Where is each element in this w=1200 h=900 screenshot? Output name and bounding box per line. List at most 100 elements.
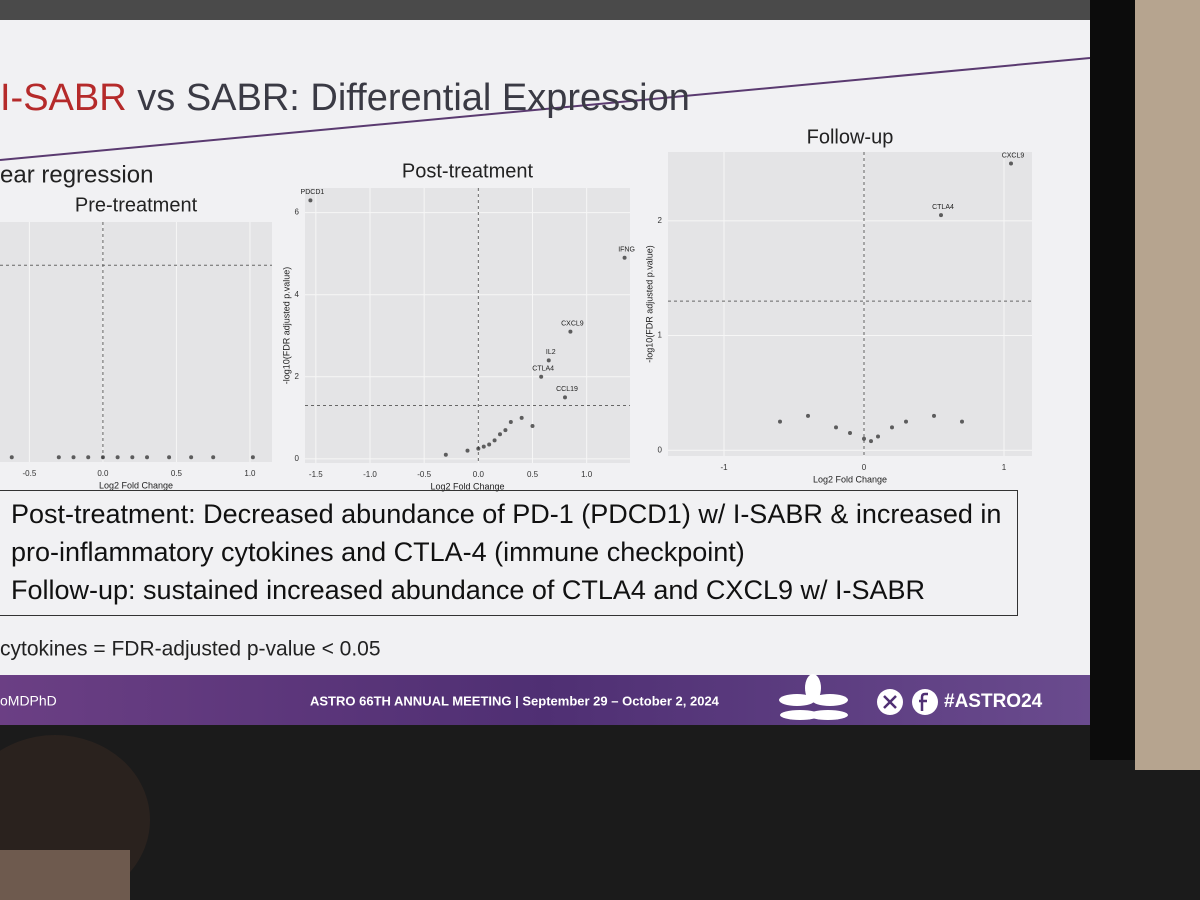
point-label: CCL19 <box>556 386 578 393</box>
slide-title: I-SABR vs SABR: Differential Expression <box>0 77 690 119</box>
y-axis-label: -log10(FDR adjusted p.value) <box>644 245 654 363</box>
footer-hashtag: #ASTRO24 <box>944 691 1043 712</box>
x-tick-label: 0.0 <box>97 469 109 478</box>
point-label: IFNG <box>618 247 635 254</box>
x-tick-label: -1.5 <box>309 470 323 479</box>
plot-area <box>668 152 1032 456</box>
ceiling <box>0 0 1135 20</box>
title-rule <box>0 57 1091 161</box>
y-tick-label: 0 <box>658 445 663 454</box>
point <box>862 436 866 441</box>
point <box>498 432 502 437</box>
bullet-box: Post-treatment: Decreased abundance of P… <box>0 490 1018 616</box>
x-tick-label: 1.0 <box>581 470 593 479</box>
plot-area <box>0 222 272 462</box>
point <box>622 255 627 260</box>
y-axis-label: -log10(FDR adjusted p.value) <box>281 267 291 385</box>
point <box>834 425 838 430</box>
point <box>167 455 172 460</box>
point-label: CXCL9 <box>1002 152 1025 159</box>
bullet: Follow-up: sustained increased abundance… <box>11 575 925 605</box>
point <box>492 438 497 443</box>
chart-title: Post-treatment <box>402 160 534 182</box>
footnote: cytokines = FDR-adjusted p-value < 0.05 <box>0 638 381 661</box>
point <box>503 428 508 433</box>
chart-title: Follow-up <box>807 126 894 148</box>
point <box>869 439 873 444</box>
point <box>56 455 61 460</box>
point <box>481 444 486 449</box>
point <box>130 455 135 460</box>
y-tick-label: 0 <box>295 454 300 463</box>
footer-bar <box>0 675 1090 725</box>
point <box>211 455 216 460</box>
point <box>476 446 481 451</box>
point <box>100 455 105 460</box>
x-tick-label: -0.5 <box>417 470 431 479</box>
point <box>115 455 120 460</box>
point <box>530 424 535 429</box>
point <box>487 442 492 447</box>
point <box>1009 161 1013 166</box>
point <box>308 198 313 203</box>
x-axis-label: Log2 Fold Change <box>99 480 173 490</box>
y-tick-label: 6 <box>295 208 300 217</box>
point <box>960 419 964 424</box>
point <box>443 452 448 457</box>
x-tick-label: 0.5 <box>171 469 183 478</box>
chart-title: Pre-treatment <box>75 194 198 216</box>
y-tick-label: 2 <box>295 372 300 381</box>
astro-logo <box>779 674 848 720</box>
point <box>508 419 513 424</box>
point <box>568 329 573 334</box>
x-axis-label: Log2 Fold Change <box>813 474 887 484</box>
point <box>539 374 544 379</box>
point <box>939 213 943 218</box>
x-tick-label: 0 <box>862 463 867 472</box>
point <box>465 448 470 453</box>
point-label: CXCL9 <box>561 321 584 328</box>
x-axis-label: Log2 Fold Change <box>430 481 504 491</box>
point <box>250 455 255 460</box>
x-tick-label: 1.0 <box>244 469 256 478</box>
x-tick-label: -1.0 <box>363 470 377 479</box>
bullet: Post-treatment: Decreased abundance of P… <box>11 499 1002 567</box>
y-tick-label: 2 <box>658 216 663 225</box>
point <box>778 419 782 424</box>
point-label: IL2 <box>546 349 556 356</box>
slide-subtitle: ear regression <box>0 161 153 188</box>
point <box>546 358 551 363</box>
footer-handle: oMDPhD <box>0 693 57 709</box>
y-tick-label: 4 <box>295 290 300 299</box>
point <box>86 455 91 460</box>
audience-face <box>0 850 130 900</box>
wall <box>1135 0 1200 770</box>
point <box>890 425 894 430</box>
point <box>848 431 852 436</box>
point-label: CTLA4 <box>932 204 954 211</box>
bezel <box>1090 0 1135 760</box>
x-glyph <box>883 695 897 709</box>
point <box>876 434 880 439</box>
point <box>563 395 567 400</box>
point <box>145 455 150 460</box>
point <box>189 455 194 460</box>
x-tick-label: 0.0 <box>473 470 485 479</box>
x-tick-label: 1 <box>1002 463 1007 472</box>
x-tick-label: 0.5 <box>527 470 539 479</box>
point <box>71 455 76 460</box>
footer-meeting: ASTRO 66TH ANNUAL MEETING | September 29… <box>310 693 720 708</box>
x-tick-label: -0.5 <box>23 469 37 478</box>
point <box>904 419 908 424</box>
point <box>519 415 524 420</box>
point <box>806 413 810 418</box>
point-label: PDCD1 <box>301 189 325 196</box>
point <box>932 413 936 418</box>
x-tick-label: -1 <box>720 463 728 472</box>
plot-area <box>305 188 630 463</box>
y-tick-label: 1 <box>658 331 663 340</box>
facebook-glyph <box>919 692 928 711</box>
point <box>9 455 14 460</box>
